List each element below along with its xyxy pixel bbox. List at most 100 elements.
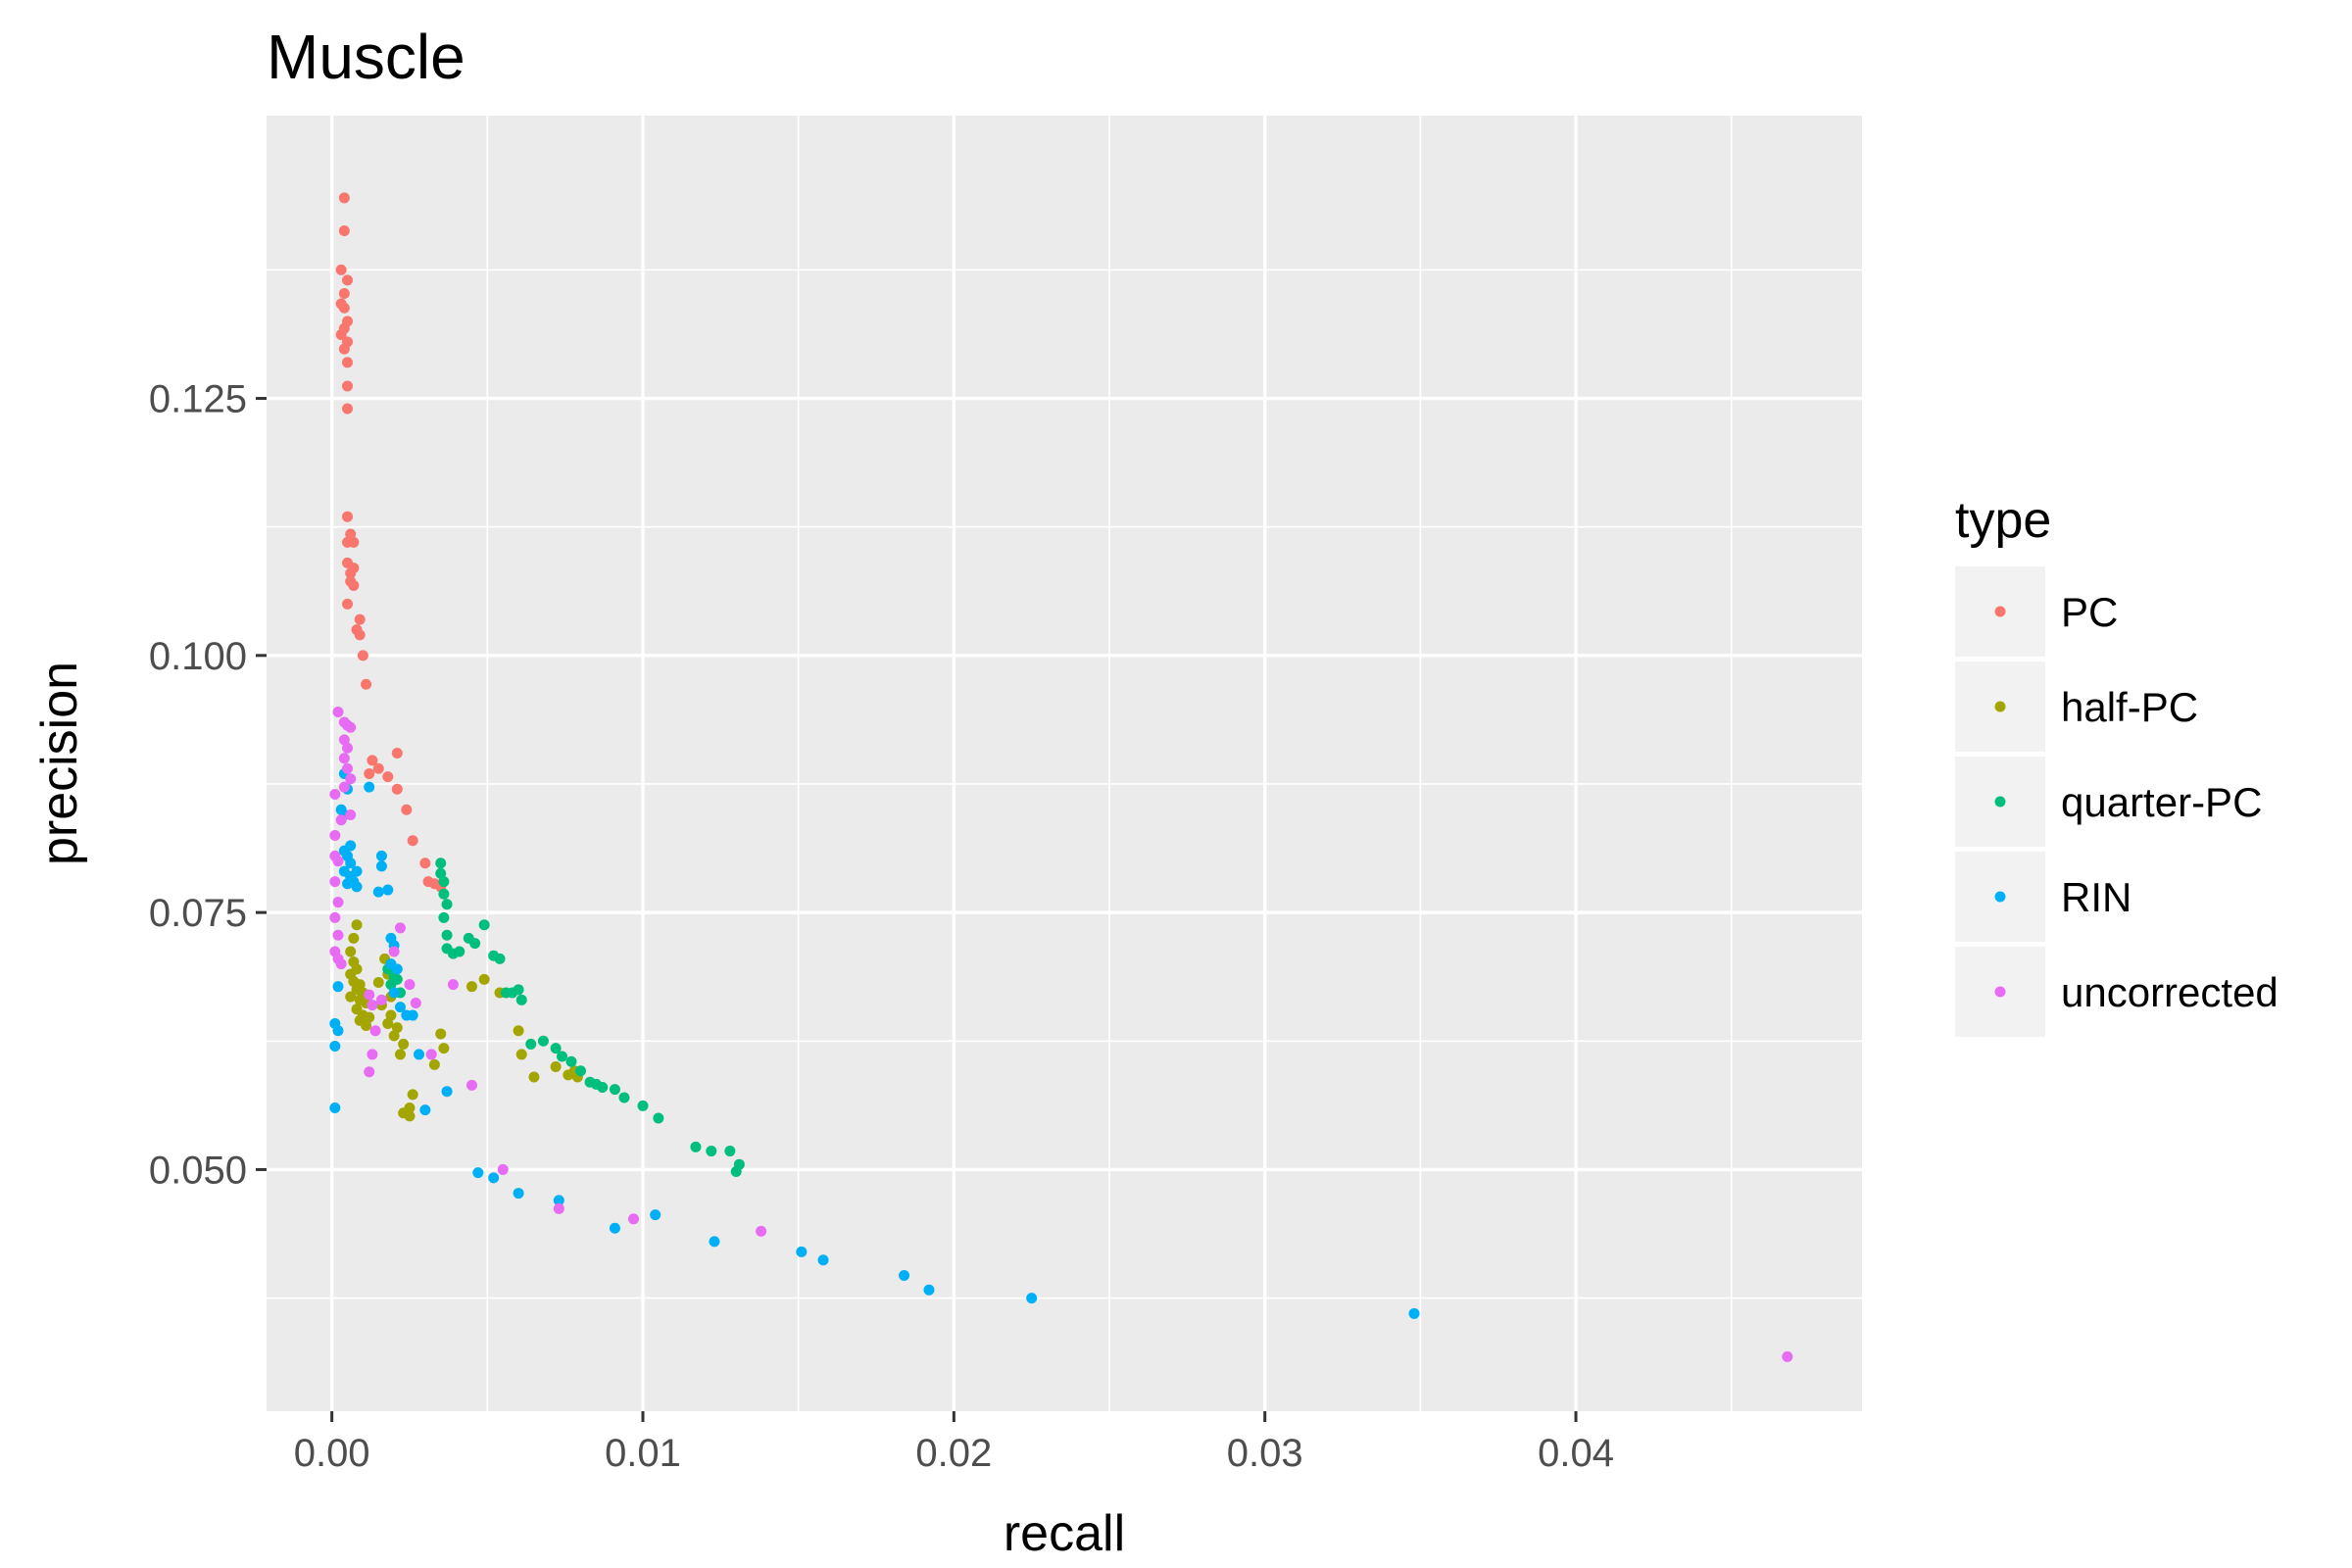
data-point xyxy=(345,528,357,540)
data-point xyxy=(441,899,453,910)
data-point xyxy=(348,536,360,548)
data-point xyxy=(388,946,400,957)
data-point xyxy=(553,1202,564,1214)
data-point xyxy=(454,946,466,957)
data-point xyxy=(338,288,350,300)
data-point xyxy=(342,742,354,754)
data-point xyxy=(338,225,350,237)
legend-label: RIN xyxy=(2061,874,2132,920)
data-point xyxy=(391,1022,403,1034)
data-point xyxy=(345,567,357,579)
data-point xyxy=(425,1049,437,1060)
data-point xyxy=(550,1043,562,1054)
data-point xyxy=(488,1172,500,1184)
data-point xyxy=(348,579,360,591)
x-tick-label: 0.02 xyxy=(915,1432,992,1475)
data-point xyxy=(332,707,344,718)
legend-label: half-PC xyxy=(2061,684,2198,730)
data-point xyxy=(388,987,400,999)
data-point xyxy=(435,1028,447,1040)
data-point xyxy=(338,781,350,793)
data-point xyxy=(391,748,403,760)
data-point xyxy=(342,274,354,286)
data-point xyxy=(369,1025,381,1037)
data-point xyxy=(342,878,354,890)
data-point xyxy=(332,856,344,867)
data-point xyxy=(513,1025,524,1037)
data-point xyxy=(796,1246,808,1257)
data-point xyxy=(364,767,375,779)
data-point xyxy=(556,1051,567,1062)
data-point xyxy=(338,192,350,204)
x-tick-label: 0.04 xyxy=(1538,1432,1614,1475)
data-point xyxy=(351,865,363,877)
data-point xyxy=(335,328,347,340)
data-point xyxy=(637,1100,649,1111)
data-point xyxy=(1408,1307,1420,1319)
legend-marker xyxy=(1994,701,2006,712)
plot-panel xyxy=(267,116,1862,1411)
legend-title: type xyxy=(1955,492,2051,549)
data-point xyxy=(354,629,366,641)
data-point xyxy=(394,1002,406,1013)
data-point xyxy=(407,835,418,847)
data-point xyxy=(335,264,347,275)
legend-marker xyxy=(1994,606,2006,617)
data-point xyxy=(385,1009,397,1021)
data-point xyxy=(348,932,360,944)
series-rin xyxy=(329,767,1420,1319)
y-tick-label: 0.125 xyxy=(149,378,247,421)
data-point xyxy=(756,1225,767,1237)
data-point xyxy=(618,1092,630,1103)
data-point xyxy=(375,860,387,872)
data-point xyxy=(553,1195,564,1206)
data-point xyxy=(1026,1293,1038,1304)
data-point xyxy=(372,976,384,988)
x-tick-label: 0.03 xyxy=(1227,1432,1303,1475)
data-point xyxy=(478,919,490,931)
data-point xyxy=(351,919,363,931)
data-point xyxy=(342,380,354,392)
data-point xyxy=(469,938,481,950)
data-point xyxy=(329,1041,341,1053)
legend-marker xyxy=(1994,796,2006,808)
data-point xyxy=(372,886,384,898)
data-point xyxy=(609,1084,620,1096)
data-point xyxy=(627,1213,639,1225)
data-point xyxy=(345,808,357,820)
data-point xyxy=(419,858,431,869)
data-point xyxy=(335,814,347,826)
series-half-pc xyxy=(345,919,583,1122)
data-point xyxy=(466,981,477,993)
data-point xyxy=(899,1270,910,1282)
series-pc xyxy=(335,192,447,893)
data-point xyxy=(575,1065,587,1077)
legend-label: quarter-PC xyxy=(2061,779,2262,825)
data-point xyxy=(441,1086,453,1098)
data-point xyxy=(364,989,375,1001)
data-point xyxy=(410,997,421,1008)
data-point xyxy=(414,1049,425,1060)
data-point xyxy=(447,979,459,991)
data-point xyxy=(398,1038,410,1050)
data-point xyxy=(513,1188,524,1200)
data-point xyxy=(342,511,354,522)
data-point xyxy=(332,897,344,908)
data-point xyxy=(372,762,384,774)
data-point xyxy=(515,994,527,1005)
series-quarter-pc xyxy=(382,858,745,1178)
data-point xyxy=(428,1058,440,1070)
grid-lines xyxy=(267,116,1862,1411)
data-point xyxy=(923,1284,935,1296)
data-point xyxy=(394,1049,406,1060)
series-uncorrected xyxy=(329,707,1793,1362)
data-point xyxy=(367,755,378,766)
x-tick-label: 0.01 xyxy=(605,1432,681,1475)
data-point xyxy=(609,1222,620,1234)
data-point xyxy=(361,678,372,690)
data-point xyxy=(653,1112,664,1124)
data-point xyxy=(345,991,357,1003)
data-point xyxy=(494,953,506,964)
data-point xyxy=(391,963,403,975)
